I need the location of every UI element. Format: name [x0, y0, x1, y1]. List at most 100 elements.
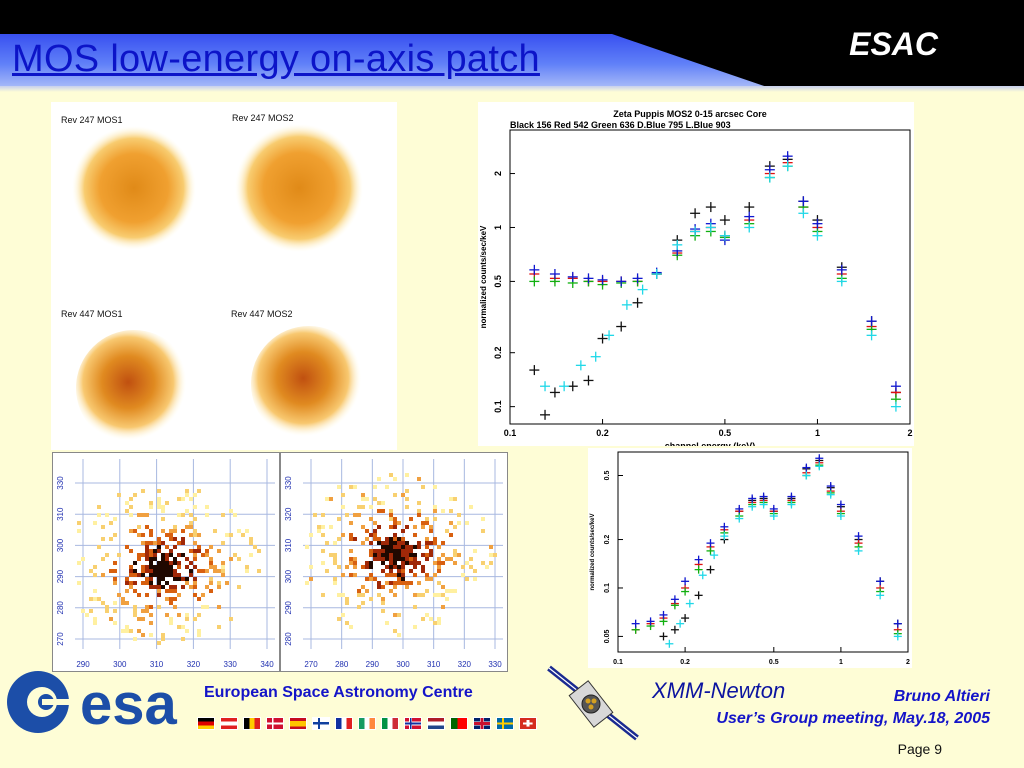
event-pixel: [129, 581, 133, 585]
event-pixel: [105, 553, 109, 557]
x-tick-label: 0.5: [719, 428, 732, 438]
event-pixel: [353, 573, 357, 577]
event-pixel: [369, 565, 373, 569]
event-pixel: [113, 609, 117, 613]
event-pixel: [333, 541, 337, 545]
data-point: [782, 151, 793, 162]
event-pixel: [117, 493, 121, 497]
event-pixel: [105, 609, 109, 613]
flag-france-icon: [335, 717, 353, 730]
event-pixel: [181, 497, 185, 501]
event-pixel: [133, 613, 137, 617]
event-pixel: [413, 565, 417, 569]
y-tick-label: 310: [284, 538, 293, 552]
event-pixel: [169, 585, 173, 589]
data-point: [854, 546, 863, 555]
event-pixel: [161, 633, 165, 637]
event-pixel: [489, 561, 493, 565]
data-point: [719, 230, 730, 241]
event-pixel: [361, 565, 365, 569]
data-point: [604, 330, 615, 341]
event-pixel: [349, 549, 353, 553]
event-pixel: [493, 553, 497, 557]
event-pixel: [425, 557, 429, 561]
page-number: Page 9: [897, 741, 942, 757]
event-pixel: [365, 529, 369, 533]
event-pixel: [389, 541, 393, 545]
event-pixel: [397, 541, 401, 545]
event-pixel: [237, 585, 241, 589]
event-pixel: [437, 569, 441, 573]
event-pixel: [77, 581, 81, 585]
event-pixel: [361, 541, 365, 545]
event-pixel: [153, 549, 157, 553]
event-pixel: [485, 565, 489, 569]
event-pixel: [97, 513, 101, 517]
event-pixel: [209, 577, 213, 581]
event-pixel: [125, 577, 129, 581]
x-tick-label: 1: [815, 428, 820, 438]
data-point: [681, 577, 690, 586]
flag-austria-icon: [220, 717, 238, 730]
intensity-images: [72, 124, 367, 446]
event-pixel: [165, 533, 169, 537]
event-pixel: [453, 589, 457, 593]
event-pixel: [361, 601, 365, 605]
event-pixel: [153, 569, 157, 573]
event-pixel: [169, 529, 173, 533]
event-pixel: [337, 593, 341, 597]
event-pixel: [377, 477, 381, 481]
event-pixel: [345, 597, 349, 601]
event-pixel: [373, 521, 377, 525]
event-pixel: [157, 549, 161, 553]
event-pixel: [209, 545, 213, 549]
event-pixel: [317, 529, 321, 533]
event-pixel: [381, 541, 385, 545]
event-pixel: [165, 553, 169, 557]
pixel-map-left-plot: 290 300 310 320 330 340 330 310 300 290 280 270: [56, 459, 275, 669]
event-pixel: [377, 581, 381, 585]
event-pixel: [353, 537, 357, 541]
event-pixel: [345, 565, 349, 569]
event-pixel: [113, 621, 117, 625]
event-pixel: [189, 549, 193, 553]
event-pixel: [449, 589, 453, 593]
event-pixel: [357, 605, 361, 609]
event-pixel: [325, 569, 329, 573]
event-pixel: [141, 633, 145, 637]
event-pixel: [373, 537, 377, 541]
event-pixel: [129, 629, 133, 633]
event-pixel: [405, 545, 409, 549]
event-pixel: [373, 549, 377, 553]
event-pixel: [193, 517, 197, 521]
event-pixel: [401, 545, 405, 549]
event-pixel: [441, 509, 445, 513]
event-pixel: [333, 577, 337, 581]
event-pixel: [201, 553, 205, 557]
event-pixel: [173, 537, 177, 541]
event-pixel: [437, 557, 441, 561]
event-pixel: [337, 517, 341, 521]
event-pixel: [421, 593, 425, 597]
event-pixel: [393, 553, 397, 557]
event-pixel: [337, 565, 341, 569]
event-pixel: [217, 569, 221, 573]
data-point: [540, 381, 551, 392]
event-pixel: [373, 533, 377, 537]
event-pixel: [137, 513, 141, 517]
event-pixel: [97, 597, 101, 601]
event-pixel: [473, 577, 477, 581]
y-tick-label: 0.5: [604, 471, 611, 481]
event-pixel: [353, 565, 357, 569]
event-pixel: [177, 497, 181, 501]
data-point: [549, 387, 560, 398]
event-pixel: [357, 589, 361, 593]
event-pixel: [365, 577, 369, 581]
event-pixel: [245, 565, 249, 569]
event-pixel: [489, 545, 493, 549]
chart-subtitle: Black 156 Red 542 Green 636 D.Blue 795 L…: [510, 120, 731, 130]
x-tick-label: 0.1: [504, 428, 517, 438]
event-pixel: [401, 553, 405, 557]
y-tick-label: 1: [493, 225, 503, 230]
event-pixel: [449, 557, 453, 561]
